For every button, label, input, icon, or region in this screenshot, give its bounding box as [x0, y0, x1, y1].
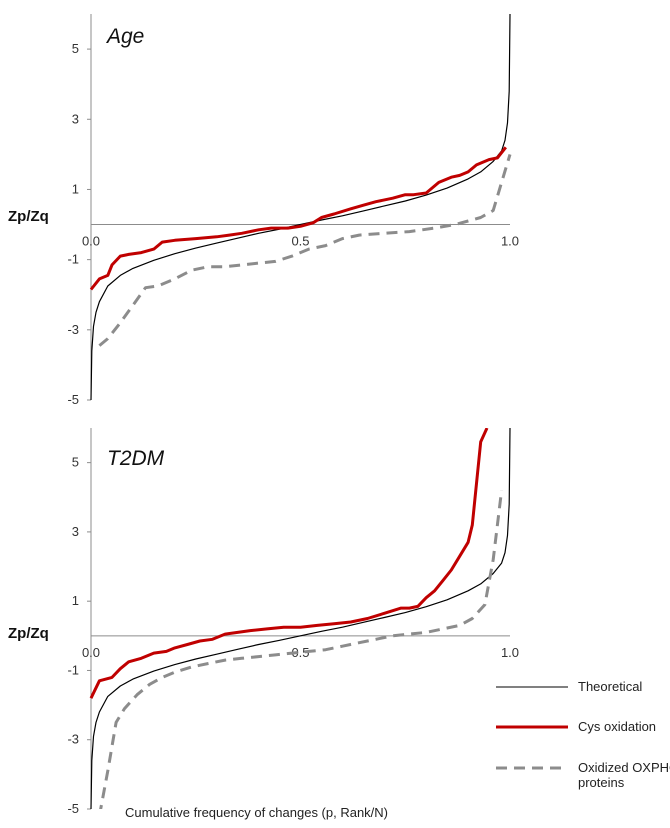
age-series-cys-oxidation — [89, 146, 507, 291]
t2dm-ytick-label: 1 — [72, 593, 79, 608]
t2dm-series-theoretical — [90, 428, 511, 809]
t2dm-panel-ylabel: Zp/Zq — [8, 625, 49, 642]
legend-label-theoretical: Theoretical — [578, 679, 642, 694]
legend: Theoretical Cys oxidation Oxidized OXPHO… — [496, 679, 670, 790]
t2dm-ytick-label: -5 — [67, 801, 79, 816]
legend-label-oxphos: Oxidized OXPHOS proteins — [578, 760, 670, 790]
t2dm-panel-xlabel: Cumulative frequency of changes (p, Rank… — [125, 805, 388, 820]
age-xtick-label: 1.0 — [501, 234, 519, 249]
legend-label-cys-oxidation: Cys oxidation — [578, 719, 656, 734]
t2dm-panel-title: T2DM — [107, 447, 165, 470]
t2dm-xtick-label: 0.0 — [82, 645, 100, 660]
t2dm-panel: T2DM Zp/Zq Cumulative frequency of chang… — [8, 428, 519, 820]
age-ytick-label: 3 — [72, 111, 79, 126]
t2dm-ytick-label: -1 — [67, 662, 79, 677]
t2dm-xtick-label: 0.5 — [291, 645, 309, 660]
age-series-oxphos — [98, 153, 512, 347]
age-ytick-label: 1 — [72, 181, 79, 196]
t2dm-ytick-label: -3 — [67, 732, 79, 747]
age-panel: Age Zp/Zq -5 -3 -1 1 3 5 0.0 0.5 1.0 — [8, 14, 519, 407]
t2dm-series-cys-oxidation — [89, 428, 489, 699]
age-ytick-label: -1 — [67, 252, 79, 267]
age-ytick-label: -5 — [67, 392, 79, 407]
age-xtick-label: 0.0 — [82, 234, 100, 249]
age-ytick-label: -3 — [67, 322, 79, 337]
age-series-theoretical — [90, 14, 511, 400]
age-ytick-label: 5 — [72, 41, 79, 56]
age-panel-title: Age — [105, 25, 144, 48]
age-xtick-label: 0.5 — [291, 234, 309, 249]
t2dm-ytick-label: 5 — [72, 455, 79, 470]
t2dm-xtick-label: 1.0 — [501, 645, 519, 660]
t2dm-series-oxphos — [99, 490, 504, 809]
age-panel-ylabel: Zp/Zq — [8, 208, 49, 225]
t2dm-ytick-label: 3 — [72, 524, 79, 539]
